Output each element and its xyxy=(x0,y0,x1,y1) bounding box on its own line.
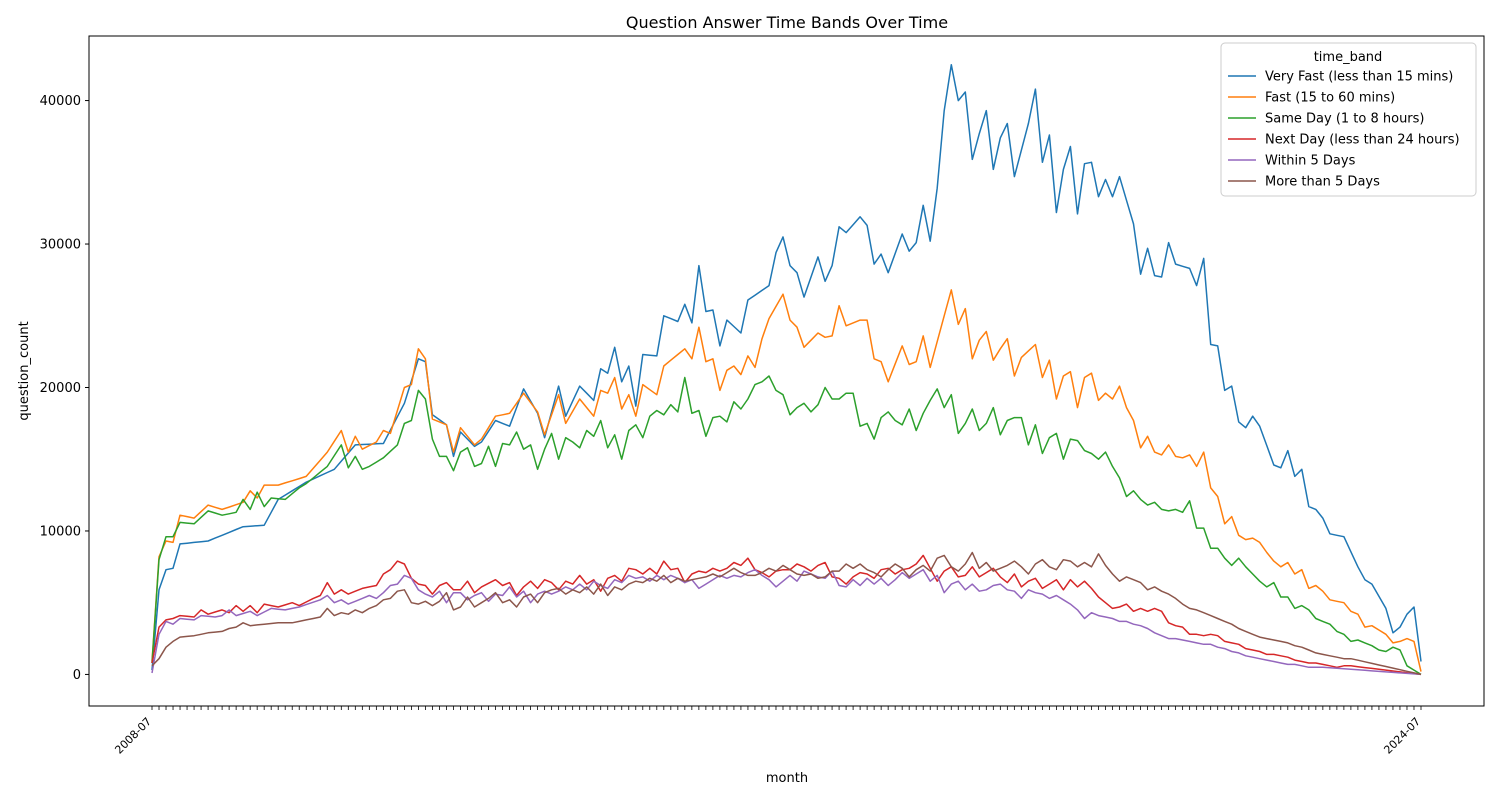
legend-label: Next Day (less than 24 hours) xyxy=(1265,133,1460,148)
legend-label: Fast (15 to 60 mins) xyxy=(1265,91,1395,106)
series-line-3 xyxy=(151,554,1422,676)
y-tick-label: 10000 xyxy=(40,524,81,539)
y-tick-label: 20000 xyxy=(40,381,81,396)
chart-title: Question Answer Time Bands Over Time xyxy=(626,13,948,32)
plot-area xyxy=(88,35,1485,707)
plot-frame xyxy=(88,35,1485,707)
series-line-1 xyxy=(151,289,1422,672)
legend-label: Very Fast (less than 15 mins) xyxy=(1265,70,1453,85)
y-tick-label: 0 xyxy=(73,668,81,683)
y-axis: 0 10000 20000 30000 40000 xyxy=(40,94,89,683)
legend: time_band Very Fast (less than 15 mins) F… xyxy=(1220,42,1477,197)
legend-label: More than 5 Days xyxy=(1265,175,1380,190)
y-tick-label: 30000 xyxy=(40,238,81,253)
x-axis-label: month xyxy=(766,771,808,786)
x-tick-label: 2008-07 xyxy=(112,715,154,757)
x-axis: 2008-07 2024-07 xyxy=(112,706,1423,757)
series-line-0 xyxy=(151,63,1422,671)
series-line-5 xyxy=(151,551,1422,676)
series-line-2 xyxy=(151,375,1422,676)
legend-box xyxy=(1220,42,1477,197)
legend-label: Within 5 Days xyxy=(1265,154,1356,169)
x-tick-label: 2024-07 xyxy=(1381,715,1423,757)
legend-title: time_band xyxy=(1314,50,1383,65)
series-lines xyxy=(151,63,1422,676)
legend-label: Same Day (1 to 8 hours) xyxy=(1265,112,1425,127)
y-tick-label: 40000 xyxy=(40,94,81,109)
y-axis-label: question_count xyxy=(17,321,32,420)
series-line-4 xyxy=(151,568,1422,676)
